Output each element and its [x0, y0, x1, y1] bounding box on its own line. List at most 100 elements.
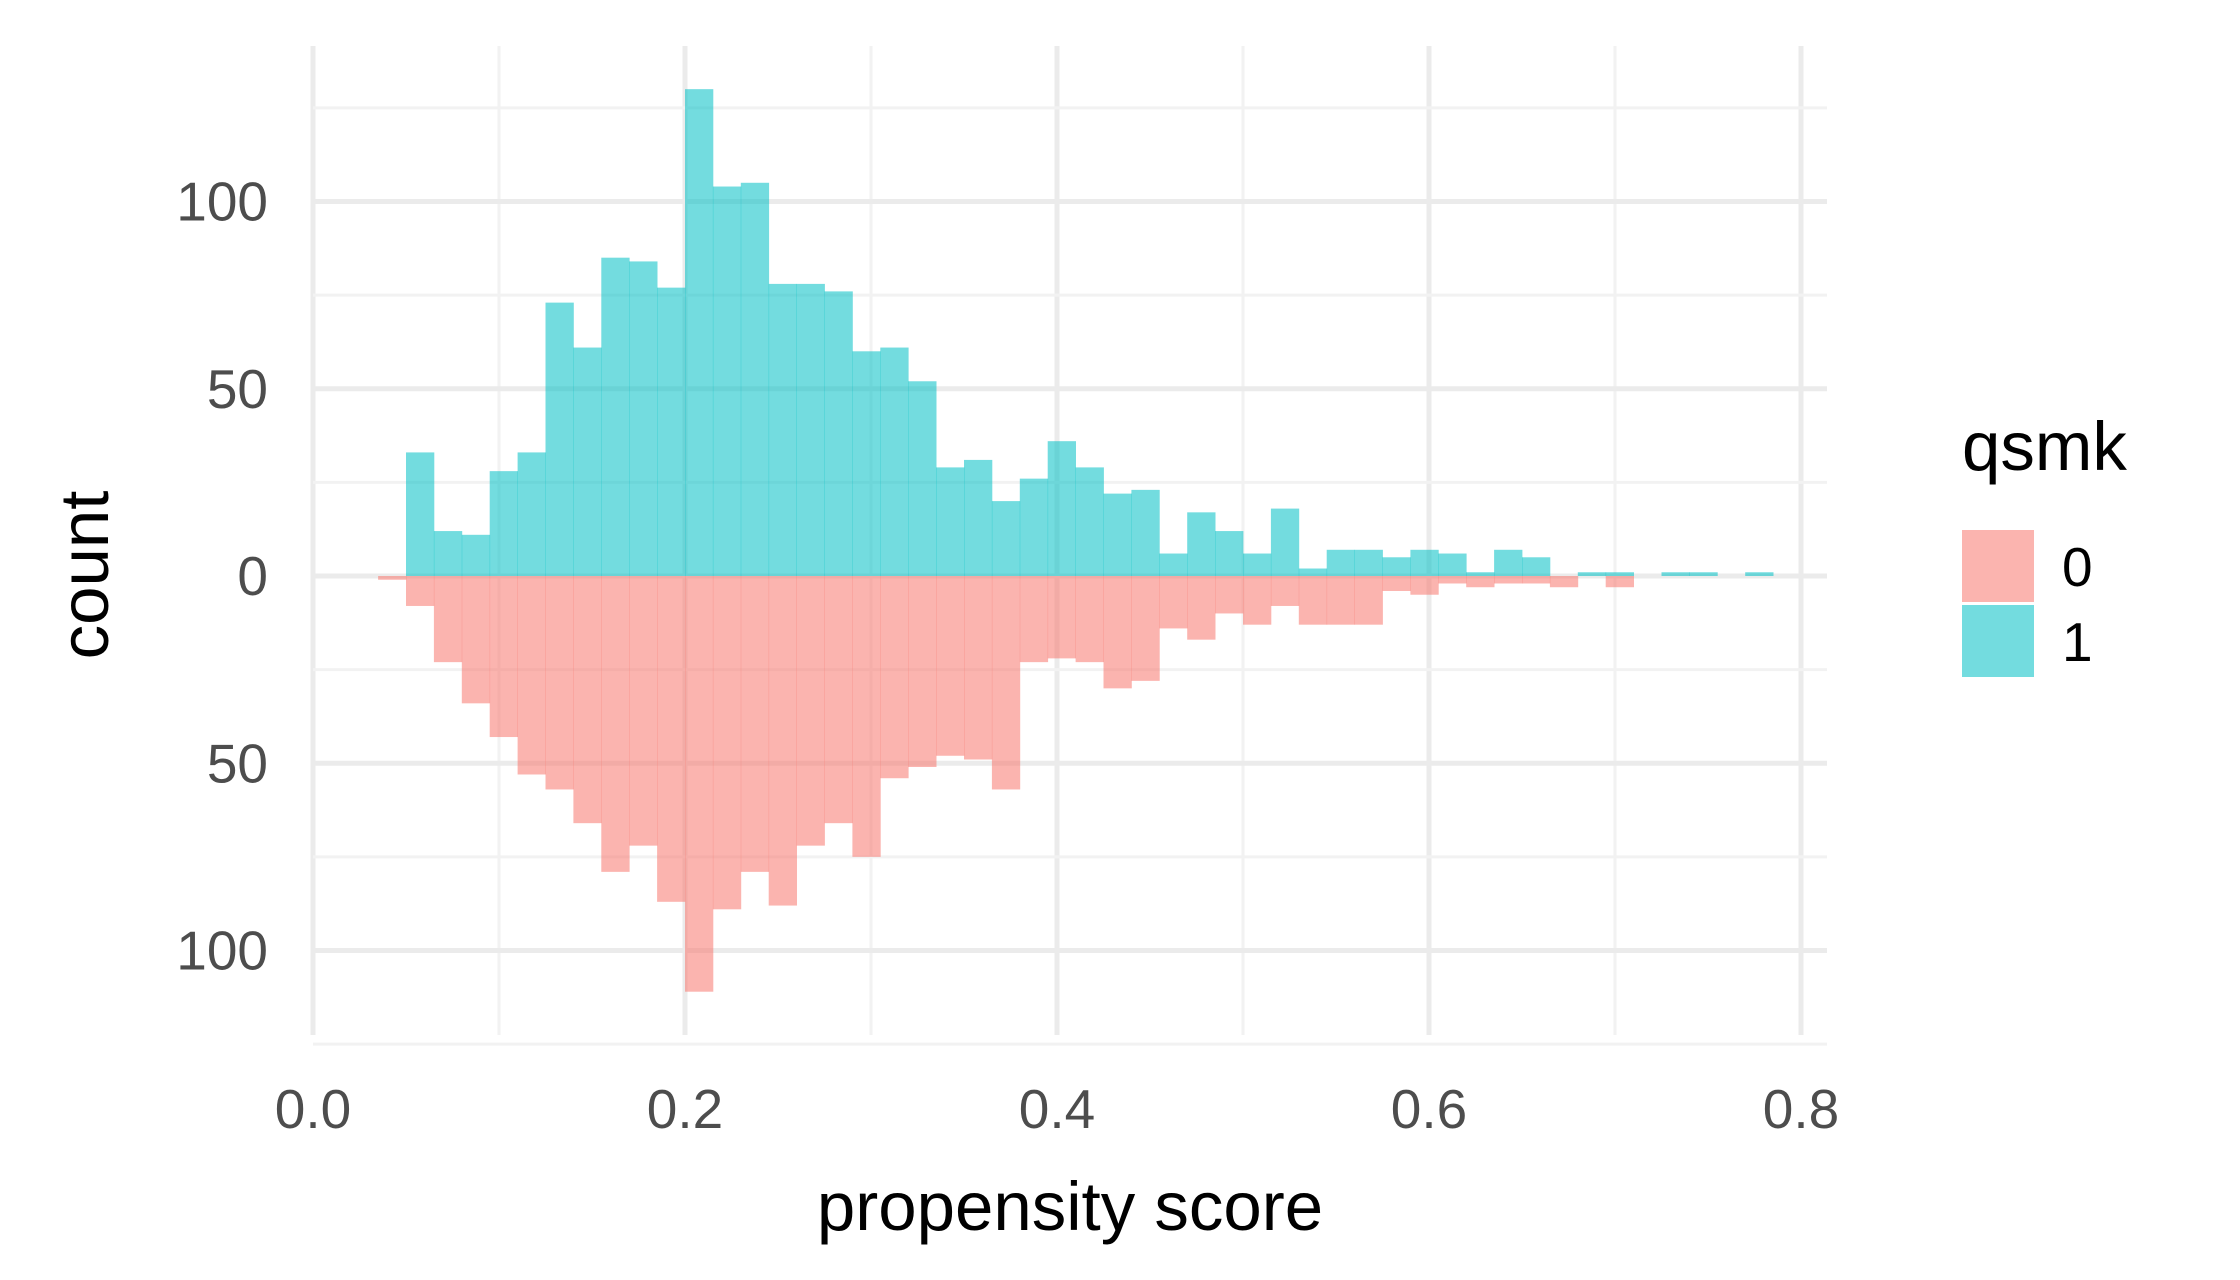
bar-1-16	[824, 291, 853, 576]
bar-1-22	[991, 501, 1021, 576]
bar-1-25	[1075, 467, 1104, 576]
bar-1-38	[1438, 553, 1467, 576]
bar-0-40	[1494, 576, 1523, 584]
y-axis-title: count	[46, 491, 123, 660]
bar-0-36	[1382, 576, 1411, 591]
legend: qsmk 0 1	[1962, 408, 2127, 677]
x-tick-label: 0.8	[1763, 1078, 1839, 1140]
bar-1-47	[1689, 572, 1718, 576]
bar-1-19	[908, 381, 937, 576]
bar-0-23	[1019, 576, 1049, 663]
x-tick-label: 0.0	[275, 1078, 351, 1140]
y-tick-label: 0	[237, 545, 268, 607]
x-axis-title: propensity score	[817, 1168, 1323, 1245]
bar-0-37	[1410, 576, 1439, 595]
bar-0-7	[573, 576, 602, 824]
bar-1-13	[740, 182, 770, 576]
bar-0-1	[406, 576, 435, 606]
bar-1-43	[1577, 572, 1607, 576]
bar-0-28	[1159, 576, 1188, 629]
bar-1-11	[685, 89, 714, 577]
bar-0-41	[1522, 576, 1551, 584]
legend-label-1: 1	[2062, 611, 2093, 673]
bar-0-18	[880, 576, 909, 779]
bar-1-24	[1047, 441, 1076, 576]
bar-0-24	[1047, 576, 1076, 659]
bar-0-35	[1354, 576, 1383, 625]
bar-0-16	[824, 576, 853, 824]
series-0	[378, 576, 1634, 992]
bar-1-35	[1354, 549, 1383, 576]
bar-0-27	[1131, 576, 1160, 681]
bar-0-21	[964, 576, 993, 760]
legend-key-1	[1962, 605, 2034, 677]
bar-1-28	[1159, 553, 1188, 576]
bar-1-1	[406, 452, 435, 576]
y-axis-ticks: 100 50 0 50 100	[176, 171, 268, 982]
bar-1-5	[517, 452, 546, 576]
bar-1-41	[1522, 557, 1551, 576]
bar-1-15	[796, 283, 825, 576]
bar-1-20	[936, 467, 965, 576]
bar-0-8	[601, 576, 630, 872]
bar-1-7	[573, 347, 602, 576]
bar-1-29	[1187, 512, 1216, 576]
bar-1-10	[657, 287, 686, 576]
bar-1-23	[1019, 478, 1049, 576]
bar-1-6	[545, 302, 574, 576]
bar-1-8	[601, 257, 630, 576]
bar-1-40	[1494, 549, 1523, 576]
x-tick-label: 0.6	[1391, 1078, 1467, 1140]
bar-0-30	[1215, 576, 1244, 614]
bar-1-9	[629, 261, 658, 576]
bar-1-21	[964, 459, 993, 576]
bar-0-29	[1187, 576, 1216, 640]
bar-1-12	[712, 186, 742, 576]
bar-1-14	[768, 283, 797, 576]
bar-0-14	[768, 576, 797, 906]
bar-1-4	[489, 471, 518, 576]
bar-0-2	[433, 576, 463, 663]
legend-key-0	[1962, 530, 2034, 602]
bar-0-32	[1270, 576, 1300, 606]
bar-0-0	[378, 576, 407, 580]
x-axis-ticks: 0.0 0.2 0.4 0.6 0.8	[275, 1078, 1839, 1140]
bar-0-34	[1326, 576, 1355, 625]
bar-0-26	[1103, 576, 1132, 689]
bar-0-10	[657, 576, 686, 902]
bar-0-22	[991, 576, 1021, 790]
bar-0-6	[545, 576, 574, 790]
bar-0-9	[629, 576, 658, 846]
bar-1-3	[461, 534, 491, 576]
bar-0-13	[740, 576, 770, 872]
bar-0-38	[1438, 576, 1467, 584]
bar-1-32	[1270, 508, 1300, 576]
bar-1-17	[852, 351, 881, 576]
bar-1-2	[433, 531, 463, 576]
histogram-bars	[378, 89, 1774, 992]
bar-1-34	[1326, 549, 1355, 576]
x-tick-label: 0.2	[647, 1078, 723, 1140]
bar-1-49	[1745, 572, 1774, 576]
bar-1-31	[1243, 553, 1272, 576]
bar-0-20	[936, 576, 965, 756]
bar-0-44	[1605, 576, 1634, 588]
bar-0-17	[852, 576, 881, 857]
bar-0-11	[685, 576, 714, 992]
bar-1-18	[880, 347, 909, 576]
bar-0-19	[908, 576, 937, 767]
bar-0-39	[1466, 576, 1495, 588]
y-tick-label: 50	[207, 358, 268, 420]
y-tick-label: 100	[176, 920, 268, 982]
bar-0-33	[1298, 576, 1328, 625]
bar-0-31	[1243, 576, 1272, 625]
bar-0-3	[461, 576, 491, 704]
bar-1-30	[1215, 531, 1244, 576]
bar-1-27	[1131, 489, 1160, 576]
bar-0-4	[489, 576, 518, 738]
bar-0-42	[1549, 576, 1579, 588]
bar-1-33	[1298, 568, 1328, 576]
bar-1-36	[1382, 557, 1411, 576]
bar-0-15	[796, 576, 825, 846]
